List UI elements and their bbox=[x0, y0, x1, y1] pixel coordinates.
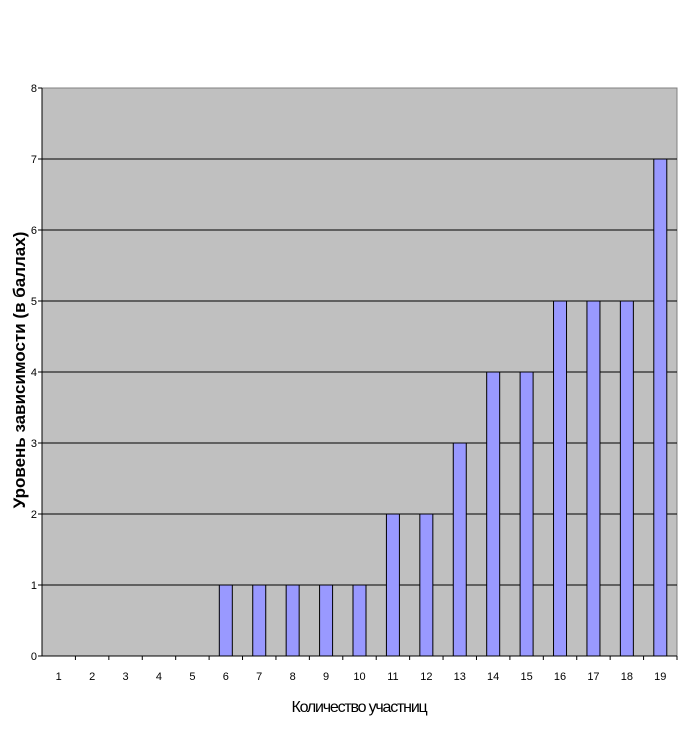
bar bbox=[619, 300, 634, 657]
x-tick-label: 11 bbox=[387, 671, 398, 683]
bar bbox=[519, 371, 534, 657]
y-tick-label: 4 bbox=[31, 367, 37, 379]
bars bbox=[218, 158, 668, 657]
bar bbox=[352, 584, 367, 657]
x-tick-label: 8 bbox=[290, 671, 296, 683]
x-tick-label: 10 bbox=[353, 671, 365, 683]
bar bbox=[486, 371, 501, 657]
x-tick-label: 18 bbox=[621, 671, 633, 683]
bar bbox=[452, 442, 467, 657]
x-tick-label: 15 bbox=[520, 671, 532, 683]
y-tick-label: 3 bbox=[31, 438, 37, 450]
x-tick-label: 6 bbox=[223, 671, 229, 683]
bar bbox=[419, 513, 434, 657]
x-tick-label: 2 bbox=[89, 671, 95, 683]
y-tick-label: 8 bbox=[31, 83, 37, 95]
x-tick-label: 9 bbox=[323, 671, 329, 683]
x-tick-label: 16 bbox=[554, 671, 566, 683]
bar bbox=[553, 300, 568, 657]
y-axis-title: Уровень зависимости (в баллах) bbox=[10, 232, 29, 509]
y-tick-labels: 0 1 2 3 4 5 6 7 8 bbox=[31, 83, 42, 663]
x-tick-label: 3 bbox=[122, 671, 128, 683]
y-tick-label: 1 bbox=[31, 580, 37, 592]
y-tick-label: 6 bbox=[31, 225, 37, 237]
y-tick-label: 7 bbox=[31, 154, 37, 166]
gridlines bbox=[42, 158, 677, 586]
bar bbox=[319, 584, 334, 657]
bar bbox=[586, 300, 601, 657]
x-tick-label: 4 bbox=[156, 671, 162, 683]
x-tick-label: 1 bbox=[56, 671, 62, 683]
bar bbox=[252, 584, 267, 657]
x-tick-labels: 1 2 3 4 5 6 7 8 9 10 11 12 13 14 15 16 17 18 19 bbox=[56, 656, 678, 683]
bar bbox=[385, 513, 400, 657]
x-tick-label: 14 bbox=[487, 671, 499, 683]
bar bbox=[653, 158, 668, 657]
x-tick-label: 13 bbox=[454, 671, 466, 683]
x-tick-label: 17 bbox=[587, 671, 599, 683]
x-axis-title: Количество участниц bbox=[291, 699, 427, 716]
y-tick-label: 2 bbox=[31, 509, 37, 521]
x-tick-label: 7 bbox=[256, 671, 262, 683]
bar bbox=[285, 584, 300, 657]
y-tick-label: 5 bbox=[31, 296, 37, 308]
bar bbox=[218, 584, 233, 657]
x-tick-label: 19 bbox=[654, 671, 666, 683]
y-tick-label: 0 bbox=[31, 651, 37, 663]
x-tick-label: 12 bbox=[420, 671, 432, 683]
x-tick-label: 5 bbox=[189, 671, 195, 683]
